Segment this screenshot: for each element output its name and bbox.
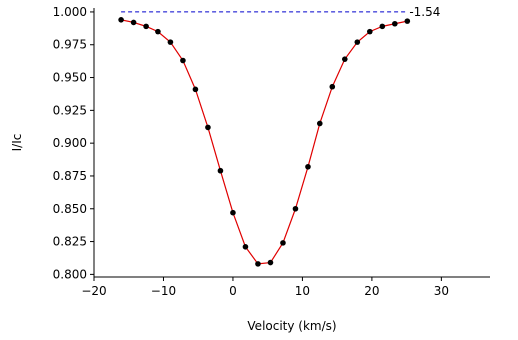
data-point [167, 39, 174, 45]
y-tick-label: 1.000 [53, 5, 87, 19]
data-point [305, 163, 311, 170]
axes: 0.800 0.825 0.850 0.875 0.900 0.925 0.950 0.975… [53, 5, 490, 298]
data-point [155, 28, 161, 35]
y-tick-label: 0.950 [53, 71, 87, 85]
data-point [342, 56, 348, 62]
x-tick-label: 30 [434, 284, 449, 298]
data-point [404, 18, 411, 24]
data-point [143, 23, 149, 30]
data-point [354, 39, 361, 45]
data-point [379, 23, 386, 30]
x-tick-label: −10 [151, 284, 176, 298]
x-tick-label: 10 [295, 284, 310, 298]
data-point [316, 120, 323, 127]
x-tick-label: 20 [364, 284, 379, 298]
y-tick-label: 0.850 [53, 202, 87, 216]
data-point [329, 83, 336, 90]
y-axis-label: I/Ic [10, 134, 24, 152]
y-tick-label: 0.875 [53, 169, 87, 183]
data-point [367, 28, 373, 35]
x-tick-label: −20 [81, 284, 106, 298]
chart-labels: Velocity (km/s) I/Ic -1.54 [10, 5, 440, 333]
x-tick-label: 0 [229, 284, 237, 298]
data-point [118, 17, 124, 23]
continuum-annotation: -1.54 [409, 5, 440, 19]
y-tick-label: 0.825 [53, 235, 87, 249]
y-tick-label: 0.800 [53, 267, 87, 281]
y-tick-label: 0.925 [53, 103, 87, 117]
model-line [120, 19, 408, 265]
data-point [130, 19, 137, 26]
plot-area [118, 11, 411, 267]
data-point [255, 261, 261, 267]
y-tick-label: 0.900 [53, 136, 87, 150]
data-point [267, 259, 274, 266]
data-point [292, 205, 299, 212]
data-point [217, 167, 224, 174]
data-point [205, 124, 211, 131]
data-point [242, 244, 249, 250]
data-point [180, 57, 186, 64]
y-tick-label: 0.975 [53, 38, 87, 52]
data-point [192, 86, 199, 93]
x-axis-label: Velocity (km/s) [247, 319, 336, 333]
data-point [230, 209, 236, 216]
data-point [280, 240, 286, 246]
data-point [392, 20, 398, 27]
